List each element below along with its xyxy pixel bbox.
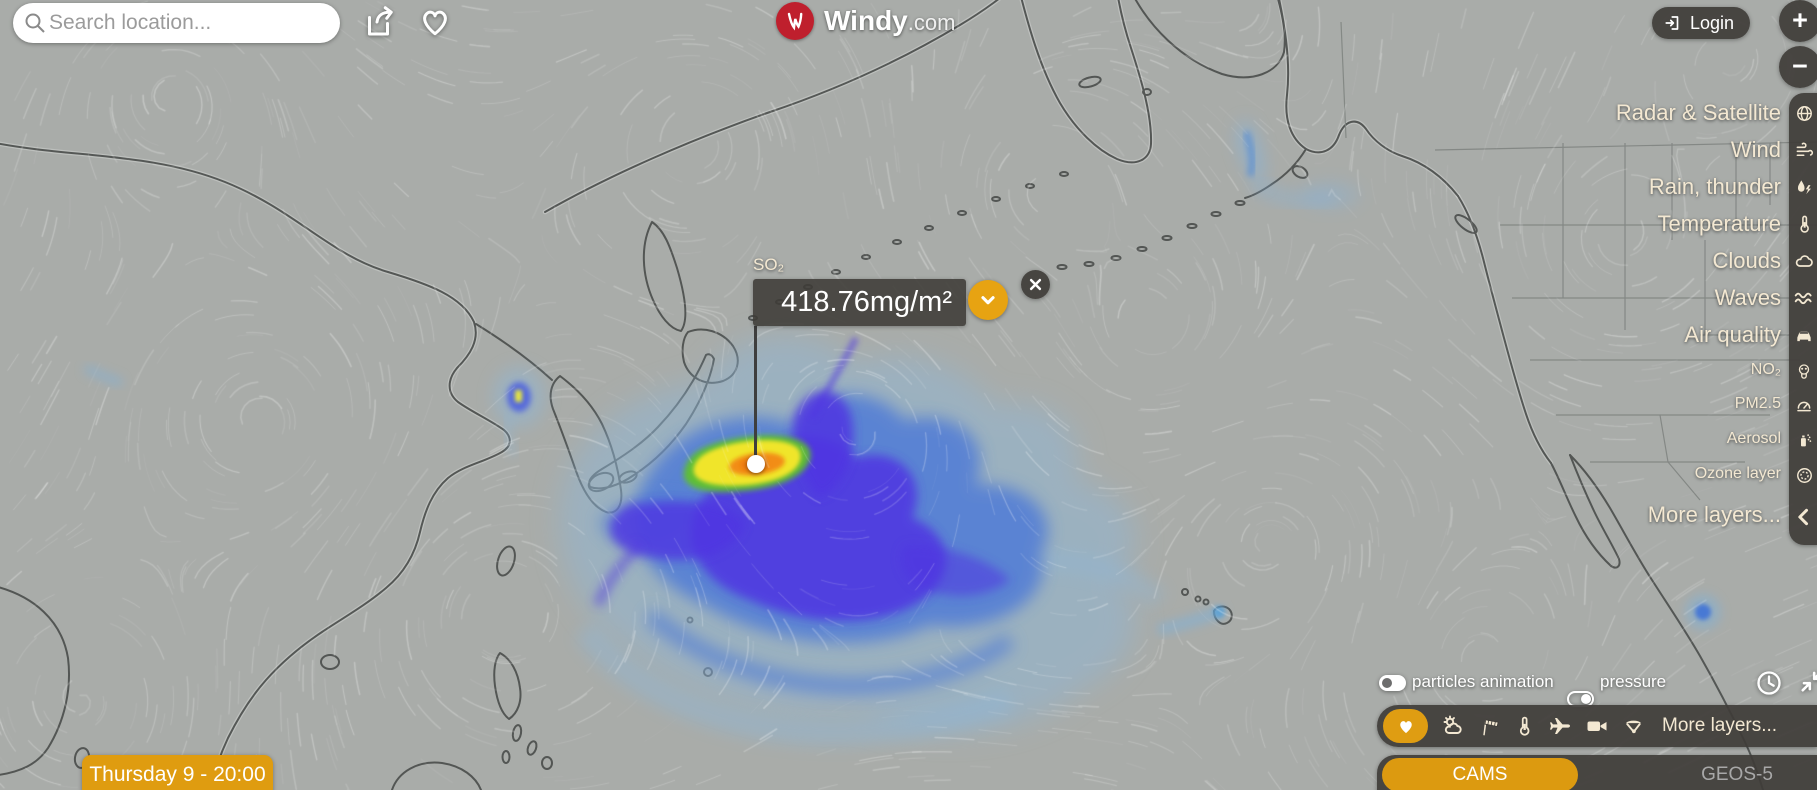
- search-icon: [25, 13, 45, 33]
- rain-thunder-icon[interactable]: [1791, 176, 1817, 198]
- chevron-down-icon: [981, 296, 995, 305]
- picker-line: [754, 326, 757, 457]
- login-label: Login: [1690, 12, 1735, 33]
- waves-icon[interactable]: [1791, 287, 1817, 309]
- close-icon: [1029, 278, 1042, 291]
- favorites-button[interactable]: [417, 3, 453, 39]
- thermometer-icon[interactable]: [1514, 716, 1535, 737]
- windsock-icon[interactable]: [1478, 715, 1501, 738]
- search-box[interactable]: [13, 3, 340, 43]
- collapse-rail-icon[interactable]: [1791, 506, 1817, 528]
- login-button[interactable]: Login: [1652, 7, 1751, 39]
- wind-icon[interactable]: [1791, 139, 1817, 161]
- webcams-icon[interactable]: [1585, 714, 1609, 738]
- layer-item-radar-satellite[interactable]: Radar & Satellite: [1615, 100, 1781, 125]
- layer-item-rain-thunder[interactable]: Rain, thunder: [1648, 174, 1781, 199]
- overlay-more-layers[interactable]: More layers...: [1662, 715, 1778, 736]
- layer-item-temperature[interactable]: Temperature: [1657, 211, 1781, 236]
- search-input[interactable]: [47, 10, 330, 36]
- heart-solid-icon: [1399, 721, 1412, 734]
- airplane-icon[interactable]: [1548, 714, 1572, 738]
- particles-animation-toggle[interactable]: [1379, 675, 1406, 691]
- aerosol-icon[interactable]: [1791, 429, 1817, 451]
- time-zone-clock-button[interactable]: [1755, 669, 1783, 697]
- picker-layer-label: SO₂: [753, 255, 785, 274]
- windy-logo-mark: [776, 2, 814, 40]
- clouds-icon[interactable]: [1791, 250, 1817, 272]
- layer-rail: [1789, 93, 1817, 545]
- layer-item-pm25[interactable]: PM2.5: [1734, 395, 1781, 412]
- pm25-icon[interactable]: [1791, 394, 1817, 416]
- collapse-panel-button[interactable]: [1799, 668, 1817, 694]
- temperature-icon[interactable]: [1791, 213, 1817, 235]
- share-button[interactable]: [362, 4, 398, 40]
- picker-value: 418.76mg/m²: [753, 279, 966, 326]
- overlay-quickpick-bar: More layers...: [1377, 705, 1817, 747]
- layer-item-waves[interactable]: Waves: [1714, 285, 1781, 310]
- model-selector-bar: CAMS GEOS-5: [1377, 755, 1817, 790]
- model-cams-button[interactable]: CAMS: [1382, 758, 1578, 790]
- layer-item-more-layers[interactable]: More layers...: [1647, 502, 1781, 527]
- login-icon: [1665, 16, 1679, 30]
- heart-outline-icon: [423, 10, 447, 36]
- pressure-label: pressure: [1600, 672, 1667, 691]
- layer-item-clouds[interactable]: Clouds: [1712, 248, 1781, 273]
- picker-expand-button[interactable]: [968, 280, 1008, 320]
- radar-satellite-icon[interactable]: [1791, 102, 1817, 124]
- clock-icon: [1757, 671, 1781, 695]
- no2-icon[interactable]: [1791, 360, 1817, 382]
- layer-item-wind[interactable]: Wind: [1730, 137, 1781, 162]
- particles-animation-label: particles animation: [1412, 672, 1554, 691]
- ozone-icon[interactable]: [1791, 464, 1817, 486]
- windy-brand-text: Windy.com: [824, 5, 956, 36]
- air-quality-icon[interactable]: [1791, 324, 1817, 346]
- picker-close-button[interactable]: [1021, 270, 1050, 299]
- layer-item-ozone-layer[interactable]: Ozone layer: [1694, 465, 1781, 482]
- paraglider-icon[interactable]: [1622, 715, 1645, 738]
- share-icon: [368, 6, 393, 36]
- partly-cloudy-icon[interactable]: [1441, 714, 1465, 738]
- zoom-out-button[interactable]: −: [1779, 46, 1817, 88]
- windy-logo[interactable]: Windy.com: [776, 2, 955, 40]
- collapse-arrows-icon: [1801, 671, 1817, 692]
- timeline-timestamp[interactable]: Thursday 9 - 20:00: [82, 755, 273, 790]
- layer-item-air-quality[interactable]: Air quality: [1684, 322, 1781, 347]
- model-geos5-button[interactable]: GEOS-5: [1701, 764, 1773, 785]
- favorite-overlay-button[interactable]: [1383, 709, 1428, 743]
- layer-item-no2[interactable]: NO₂: [1750, 361, 1781, 378]
- picker-dot[interactable]: [747, 455, 765, 473]
- zoom-in-button[interactable]: +: [1779, 0, 1817, 42]
- layer-item-aerosol[interactable]: Aerosol: [1726, 430, 1781, 447]
